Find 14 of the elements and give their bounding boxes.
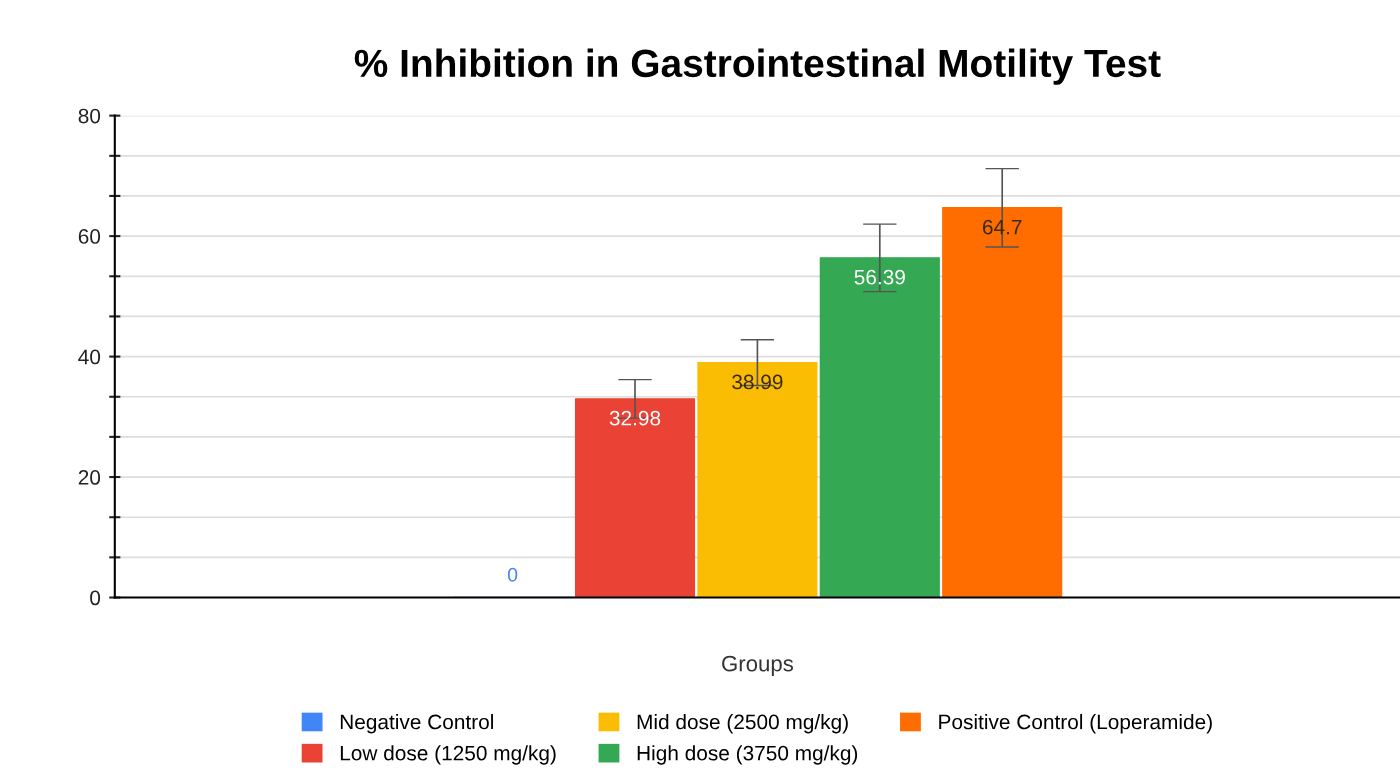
y-tick-label: 40 [78,349,101,365]
data-label: 0 [507,567,518,582]
legend-label: Positive Control (Loperamide) [939,714,1212,734]
legend-label: Low dose (1250 mg/kg) [340,745,556,765]
legend-label: High dose (3750 mg/kg) [637,745,858,765]
legend-label: Mid dose (2500 mg/kg) [637,714,848,734]
y-tick-label: 20 [78,470,101,485]
chart-title: % Inhibition in Gastrointestinal Motility Test [354,48,1161,85]
data-label: 56.39 [854,269,905,285]
y-tick-label: 0 [90,590,101,606]
y-tick-label: 80 [78,108,101,124]
y-tick-label: 60 [78,229,101,244]
x-axis-title: Groups [722,655,794,676]
legend-label: Negative Control [340,714,493,734]
